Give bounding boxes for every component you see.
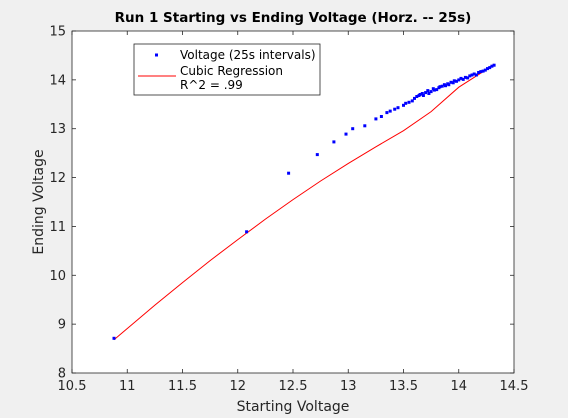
- scatter-point: [410, 99, 414, 103]
- x-tick-label: 12.5: [279, 379, 308, 394]
- chart-title: Run 1 Starting vs Ending Voltage (Horz. …: [115, 10, 472, 26]
- scatter-point: [393, 107, 397, 111]
- scatter-point: [492, 63, 496, 67]
- scatter-point: [388, 109, 392, 113]
- scatter-point: [379, 115, 383, 118]
- scatter-point: [457, 78, 461, 82]
- scatter-point: [440, 84, 444, 88]
- scatter-point: [432, 88, 436, 92]
- x-tick-label: 11: [119, 379, 136, 394]
- scatter-point: [112, 336, 116, 340]
- y-axis-label: Ending Voltage: [31, 149, 47, 254]
- scatter-point: [472, 72, 476, 76]
- scatter-point: [332, 140, 336, 144]
- scatter-point: [474, 73, 478, 77]
- scatter-point: [477, 71, 481, 74]
- scatter-point: [385, 111, 389, 115]
- scatter-point: [418, 93, 422, 96]
- scatter-point: [396, 106, 400, 110]
- scatter-point: [402, 103, 405, 107]
- y-tick-label: 11: [49, 220, 66, 235]
- x-tick-label: 14.5: [500, 379, 529, 394]
- scatter-point: [424, 91, 428, 95]
- scatter-point: [470, 73, 474, 77]
- x-axis-ticks: 10.5 11 11.5 12 12.5 13 13.5 14 14.5: [58, 31, 529, 394]
- scatter-point: [466, 76, 470, 80]
- scatter-point: [245, 230, 249, 234]
- y-tick-label: 12: [49, 171, 66, 186]
- scatter-point: [488, 66, 492, 70]
- scatter-point: [451, 81, 455, 85]
- scatter-point: [413, 96, 416, 100]
- y-tick-label: 8: [58, 367, 66, 382]
- x-tick-label: 13.5: [389, 379, 418, 394]
- scatter-point: [486, 67, 489, 71]
- scatter-point: [315, 153, 319, 157]
- scatter-point: [468, 74, 472, 78]
- scatter-point: [455, 79, 458, 83]
- legend-marker-voltage: [155, 53, 158, 57]
- scatter-point: [374, 117, 378, 121]
- scatter-point: [479, 70, 483, 74]
- x-tick-label: 11.5: [168, 379, 197, 394]
- scatter-point: [438, 85, 442, 89]
- x-tick-label: 14: [450, 379, 467, 394]
- y-tick-label: 10: [49, 269, 66, 284]
- y-tick-label: 14: [49, 73, 66, 88]
- y-tick-label: 13: [49, 122, 66, 137]
- scatter-point: [427, 92, 431, 95]
- scatter-point: [461, 77, 465, 81]
- legend-label-regression: Cubic Regression: [180, 64, 283, 78]
- scatter-point: [463, 75, 467, 79]
- scatter-point: [449, 80, 453, 84]
- scatter-point: [483, 68, 487, 72]
- scatter-point: [421, 94, 425, 97]
- y-axis-ticks: 8 9 10 11 12 13 14 15: [49, 25, 514, 382]
- scatter-point: [351, 127, 355, 131]
- scatter-point: [344, 132, 348, 136]
- scatter-point: [490, 64, 494, 68]
- scatter-point: [435, 88, 439, 92]
- legend-label-voltage: Voltage (25s intervals): [180, 48, 316, 62]
- legend-label-r-squared: R^2 = .99: [180, 78, 243, 92]
- scatter-point: [481, 69, 485, 73]
- scatter-point: [444, 84, 447, 88]
- legend: Voltage (25s intervals) Cubic Regression…: [133, 43, 321, 96]
- y-tick-label: 9: [58, 318, 66, 333]
- regression-line: [113, 63, 495, 341]
- legend-box: [133, 43, 321, 96]
- scatter-point: [429, 90, 433, 94]
- scatter-point: [404, 101, 408, 105]
- x-tick-label: 13: [340, 379, 357, 394]
- scatter-point: [420, 92, 424, 95]
- x-tick-label: 10.5: [58, 379, 87, 394]
- x-axis-label: Starting Voltage: [237, 399, 350, 415]
- scatter-point: [452, 79, 456, 83]
- scatter-point: [426, 89, 430, 93]
- y-tick-label: 15: [49, 25, 66, 40]
- scatter-point: [407, 100, 411, 104]
- series-layer: [112, 63, 496, 341]
- scatter-point: [287, 171, 291, 175]
- scatter-point: [363, 124, 367, 128]
- scatter-point: [459, 76, 463, 80]
- scatter-point: [415, 95, 419, 98]
- scatter-point: [447, 83, 451, 87]
- x-tick-label: 12: [229, 379, 246, 394]
